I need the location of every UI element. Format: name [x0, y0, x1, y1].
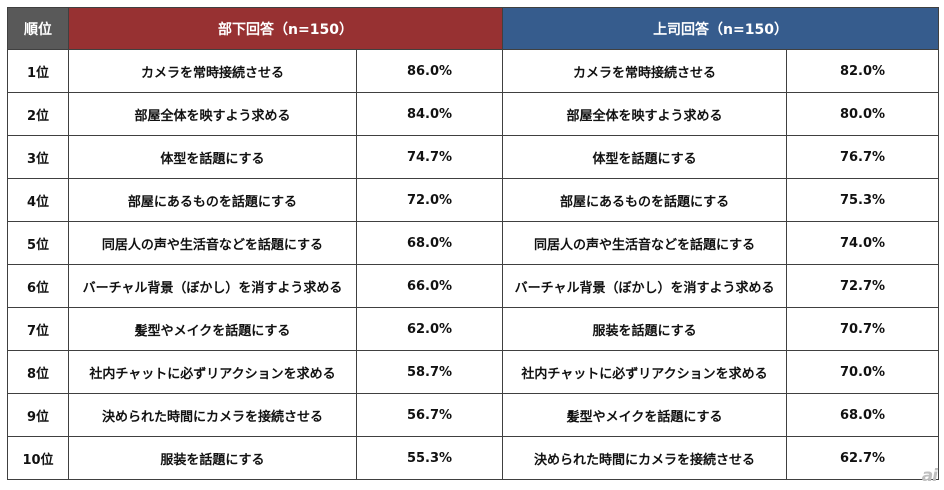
boss-item-cell: バーチャル背景（ぼかし）を消すよう求める — [502, 264, 788, 308]
boss-percent-cell: 74.0% — [786, 221, 940, 265]
boss-percent-cell: 82.0% — [786, 49, 940, 93]
subordinate-percent-cell: 74.7% — [355, 135, 504, 179]
boss-item-cell: 部屋全体を映すよう求める — [502, 92, 788, 136]
header-row: 順位 部下回答（n=150） 上司回答（n=150） — [7, 7, 940, 50]
boss-percent-cell: 80.0% — [786, 92, 940, 136]
boss-item-cell: 同居人の声や生活音などを話題にする — [502, 221, 788, 265]
subordinate-percent-cell: 58.7% — [355, 350, 504, 394]
table-row: 4位 部屋にあるものを話題にする 72.0% 部屋にあるものを話題にする 75.3% — [7, 178, 940, 222]
boss-item-cell: 決められた時間にカメラを接続させる — [502, 436, 788, 480]
rank-cell: 10位 — [7, 436, 69, 480]
boss-item-cell: 体型を話題にする — [502, 135, 788, 179]
subordinate-item-cell: 部屋全体を映すよう求める — [68, 92, 357, 136]
subordinate-percent-cell: 68.0% — [355, 221, 504, 265]
rank-cell: 8位 — [7, 350, 69, 394]
subordinate-percent-cell: 72.0% — [355, 178, 504, 222]
rank-cell: 6位 — [7, 264, 69, 308]
subordinate-percent-cell: 66.0% — [355, 264, 504, 308]
table-row: 3位 体型を話題にする 74.7% 体型を話題にする 76.7% — [7, 135, 940, 179]
boss-percent-cell: 70.7% — [786, 307, 940, 351]
subordinate-item-cell: 服装を話題にする — [68, 436, 357, 480]
table-row: 10位 服装を話題にする 55.3% 決められた時間にカメラを接続させる 62.7% — [7, 436, 940, 480]
rank-cell: 7位 — [7, 307, 69, 351]
watermark-logo: ai — [921, 466, 938, 486]
rank-cell: 9位 — [7, 393, 69, 437]
subordinate-item-cell: 社内チャットに必ずリアクションを求める — [68, 350, 357, 394]
subordinate-item-cell: 決められた時間にカメラを接続させる — [68, 393, 357, 437]
subordinate-item-cell: 髪型やメイクを話題にする — [68, 307, 357, 351]
boss-item-cell: 服装を話題にする — [502, 307, 788, 351]
subordinate-item-cell: 部屋にあるものを話題にする — [68, 178, 357, 222]
boss-percent-cell: 62.7% — [786, 436, 940, 480]
table-body: 1位 カメラを常時接続させる 86.0% カメラを常時接続させる 82.0% 2位 部屋全体… — [7, 49, 940, 480]
boss-item-cell: カメラを常時接続させる — [502, 49, 788, 93]
subordinate-percent-cell: 56.7% — [355, 393, 504, 437]
boss-item-cell: 髪型やメイクを話題にする — [502, 393, 788, 437]
boss-percent-cell: 68.0% — [786, 393, 940, 437]
boss-item-cell: 社内チャットに必ずリアクションを求める — [502, 350, 788, 394]
table-row: 9位 決められた時間にカメラを接続させる 56.7% 髪型やメイクを話題にする 68.0… — [7, 393, 940, 437]
header-rank: 順位 — [7, 7, 69, 50]
subordinate-percent-cell: 55.3% — [355, 436, 504, 480]
table-row: 7位 髪型やメイクを話題にする 62.0% 服装を話題にする 70.7% — [7, 307, 940, 351]
subordinate-item-cell: カメラを常時接続させる — [68, 49, 357, 93]
rank-cell: 5位 — [7, 221, 69, 265]
rank-cell: 3位 — [7, 135, 69, 179]
table-row: 6位 バーチャル背景（ぼかし）を消すよう求める 66.0% バーチャル背景（ぼかし）を… — [7, 264, 940, 308]
boss-percent-cell: 72.7% — [786, 264, 940, 308]
table-row: 1位 カメラを常時接続させる 86.0% カメラを常時接続させる 82.0% — [7, 49, 940, 93]
table-row: 2位 部屋全体を映すよう求める 84.0% 部屋全体を映すよう求める 80.0% — [7, 92, 940, 136]
subordinate-item-cell: 体型を話題にする — [68, 135, 357, 179]
rank-cell: 2位 — [7, 92, 69, 136]
table-row: 8位 社内チャットに必ずリアクションを求める 58.7% 社内チャットに必ずリアクショ… — [7, 350, 940, 394]
header-boss: 上司回答（n=150） — [502, 7, 940, 50]
boss-percent-cell: 70.0% — [786, 350, 940, 394]
subordinate-percent-cell: 84.0% — [355, 92, 504, 136]
table-row: 5位 同居人の声や生活音などを話題にする 68.0% 同居人の声や生活音などを話題にす… — [7, 221, 940, 265]
boss-percent-cell: 76.7% — [786, 135, 940, 179]
boss-item-cell: 部屋にあるものを話題にする — [502, 178, 788, 222]
subordinate-item-cell: 同居人の声や生活音などを話題にする — [68, 221, 357, 265]
rank-cell: 1位 — [7, 49, 69, 93]
rank-cell: 4位 — [7, 178, 69, 222]
subordinate-percent-cell: 86.0% — [355, 49, 504, 93]
ranking-table: 順位 部下回答（n=150） 上司回答（n=150） 1位 カメラを常時接続させる… — [7, 7, 940, 480]
subordinate-percent-cell: 62.0% — [355, 307, 504, 351]
subordinate-item-cell: バーチャル背景（ぼかし）を消すよう求める — [68, 264, 357, 308]
header-subordinate: 部下回答（n=150） — [67, 7, 504, 50]
boss-percent-cell: 75.3% — [786, 178, 940, 222]
